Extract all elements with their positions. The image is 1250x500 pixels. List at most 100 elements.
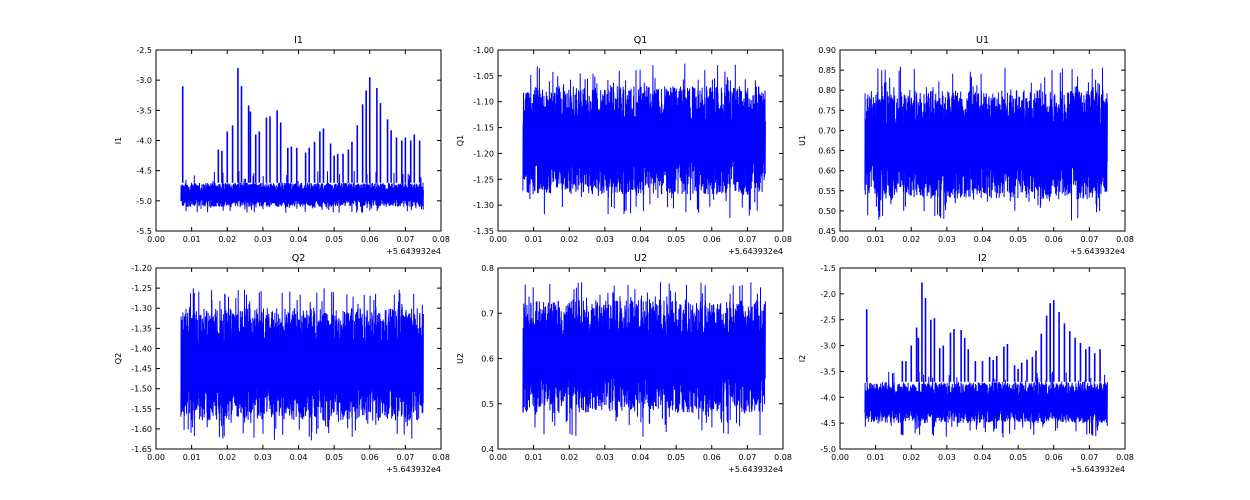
y-tick-label: 0.50 <box>818 207 836 216</box>
y-tick-label: -1.15 <box>473 124 494 133</box>
y-axis-label: I2 <box>798 355 807 362</box>
x-tick-label: 0.05 <box>667 235 685 244</box>
y-tick-label: 0.8 <box>481 264 494 273</box>
y-tick-label: -1.35 <box>131 324 152 333</box>
x-tick-label: 0.00 <box>489 453 507 462</box>
y-tick-label: -5.0 <box>136 197 152 206</box>
x-tick-label: 0.01 <box>867 235 885 244</box>
x-tick-label: 0.04 <box>974 235 992 244</box>
x-tick-label: 0.03 <box>254 453 272 462</box>
x-tick-label: 0.03 <box>938 453 956 462</box>
x-tick-label: 0.05 <box>325 453 343 462</box>
x-tick-label: 0.08 <box>432 235 450 244</box>
subplot-title: U1 <box>976 35 989 46</box>
x-tick-label: 0.01 <box>867 453 885 462</box>
y-tick-label: 0.75 <box>818 106 836 115</box>
y-axis-label: U1 <box>798 135 807 146</box>
x-tick-label: 0.03 <box>938 235 956 244</box>
x-tick-label: 0.08 <box>432 453 450 462</box>
subplot-i1: 0.00 0.01 0.02 0.03 0.04 0.05 0.06 0.07 0.08 -5.5… <box>114 35 450 256</box>
subplot-title: Q2 <box>292 253 306 264</box>
x-tick-label: 0.04 <box>290 453 308 462</box>
x-tick-label: 0.03 <box>596 235 614 244</box>
x-tick-label: 0.02 <box>218 235 236 244</box>
y-tick-label: -1.55 <box>131 405 152 414</box>
y-tick-label: -2.0 <box>820 290 836 299</box>
signal-line <box>522 282 766 437</box>
y-tick-label: 0.6 <box>481 355 494 364</box>
x-tick-label: 0.07 <box>396 453 414 462</box>
x-tick-label: 0.06 <box>1045 235 1063 244</box>
y-axis-label: Q1 <box>456 135 465 146</box>
y-tick-label: 0.4 <box>481 445 494 454</box>
x-tick-label: 0.03 <box>596 453 614 462</box>
subplot-title: I2 <box>978 253 987 264</box>
y-axis-label: I1 <box>114 137 123 144</box>
y-tick-label: -5.5 <box>136 227 152 236</box>
y-tick-label: -1.00 <box>473 46 494 55</box>
x-tick-label: 0.08 <box>1116 235 1134 244</box>
y-tick-label: 0.80 <box>818 86 836 95</box>
x-tick-label: 0.07 <box>738 453 756 462</box>
y-tick-label: -1.60 <box>131 425 152 434</box>
x-tick-label: 0.01 <box>525 235 543 244</box>
subplot-q2: 0.00 0.01 0.02 0.03 0.04 0.05 0.06 0.07 0.08 -1.6… <box>114 253 450 474</box>
x-tick-label: 0.01 <box>183 453 201 462</box>
y-tick-label: 0.65 <box>818 147 836 156</box>
y-tick-label: -1.50 <box>131 385 152 394</box>
y-tick-label: -1.30 <box>131 304 152 313</box>
x-tick-label: 0.04 <box>290 235 308 244</box>
subplot-q1: 0.00 0.01 0.02 0.03 0.04 0.05 0.06 0.07 0.08 -1.3… <box>456 35 792 256</box>
x-tick-label: 0.01 <box>525 453 543 462</box>
y-tick-label: -3.5 <box>136 106 152 115</box>
x-tick-label: 0.08 <box>1116 453 1134 462</box>
y-axis-label: Q2 <box>114 353 123 364</box>
x-tick-label: 0.01 <box>183 235 201 244</box>
y-tick-label: -3.0 <box>820 342 836 351</box>
signal-line <box>180 170 424 213</box>
y-tick-label: 0.45 <box>818 227 836 236</box>
y-tick-label: -1.35 <box>473 227 494 236</box>
y-tick-label: -2.5 <box>820 316 836 325</box>
y-tick-label: -1.05 <box>473 72 494 81</box>
y-tick-label: -1.20 <box>131 264 152 273</box>
y-tick-label: -1.10 <box>473 98 494 107</box>
y-tick-label: -2.5 <box>136 46 152 55</box>
x-tick-label: 0.08 <box>774 453 792 462</box>
y-tick-label: -1.25 <box>131 284 152 293</box>
x-tick-label: 0.05 <box>1009 235 1027 244</box>
x-offset-label: +5.643932e4 <box>1070 465 1125 474</box>
y-tick-label: 0.5 <box>481 400 494 409</box>
x-tick-label: 0.03 <box>254 235 272 244</box>
y-tick-label: -4.5 <box>136 167 152 176</box>
subplot-title: U2 <box>634 253 647 264</box>
signal-line <box>522 63 766 219</box>
signal-line <box>180 288 424 441</box>
y-tick-label: -1.20 <box>473 149 494 158</box>
y-tick-label: -4.0 <box>820 393 836 402</box>
y-tick-label: -1.5 <box>820 264 836 273</box>
y-tick-label: -1.40 <box>131 344 152 353</box>
y-tick-label: 0.90 <box>818 46 836 55</box>
x-tick-label: 0.00 <box>831 453 849 462</box>
y-axis-label: U2 <box>456 353 465 364</box>
subplot-i2: 0.00 0.01 0.02 0.03 0.04 0.05 0.06 0.07 0.08 -5.0… <box>798 253 1134 474</box>
x-tick-label: 0.08 <box>774 235 792 244</box>
x-tick-label: 0.05 <box>325 235 343 244</box>
subplot-u2: 0.00 0.01 0.02 0.03 0.04 0.05 0.06 0.07 0.08 0.4 0… <box>456 253 792 474</box>
x-tick-label: 0.06 <box>361 235 379 244</box>
x-tick-label: 0.04 <box>632 453 650 462</box>
y-tick-label: 0.7 <box>481 309 494 318</box>
y-tick-label: -4.5 <box>820 419 836 428</box>
x-tick-label: 0.00 <box>147 235 165 244</box>
x-tick-label: 0.04 <box>632 235 650 244</box>
x-tick-label: 0.07 <box>1080 235 1098 244</box>
x-tick-label: 0.00 <box>831 235 849 244</box>
y-tick-label: 0.60 <box>818 167 836 176</box>
x-tick-label: 0.05 <box>1009 453 1027 462</box>
x-offset-label: +5.643932e4 <box>386 247 441 256</box>
y-tick-label: -1.45 <box>131 365 152 374</box>
x-tick-label: 0.02 <box>560 453 578 462</box>
x-tick-label: 0.02 <box>902 453 920 462</box>
